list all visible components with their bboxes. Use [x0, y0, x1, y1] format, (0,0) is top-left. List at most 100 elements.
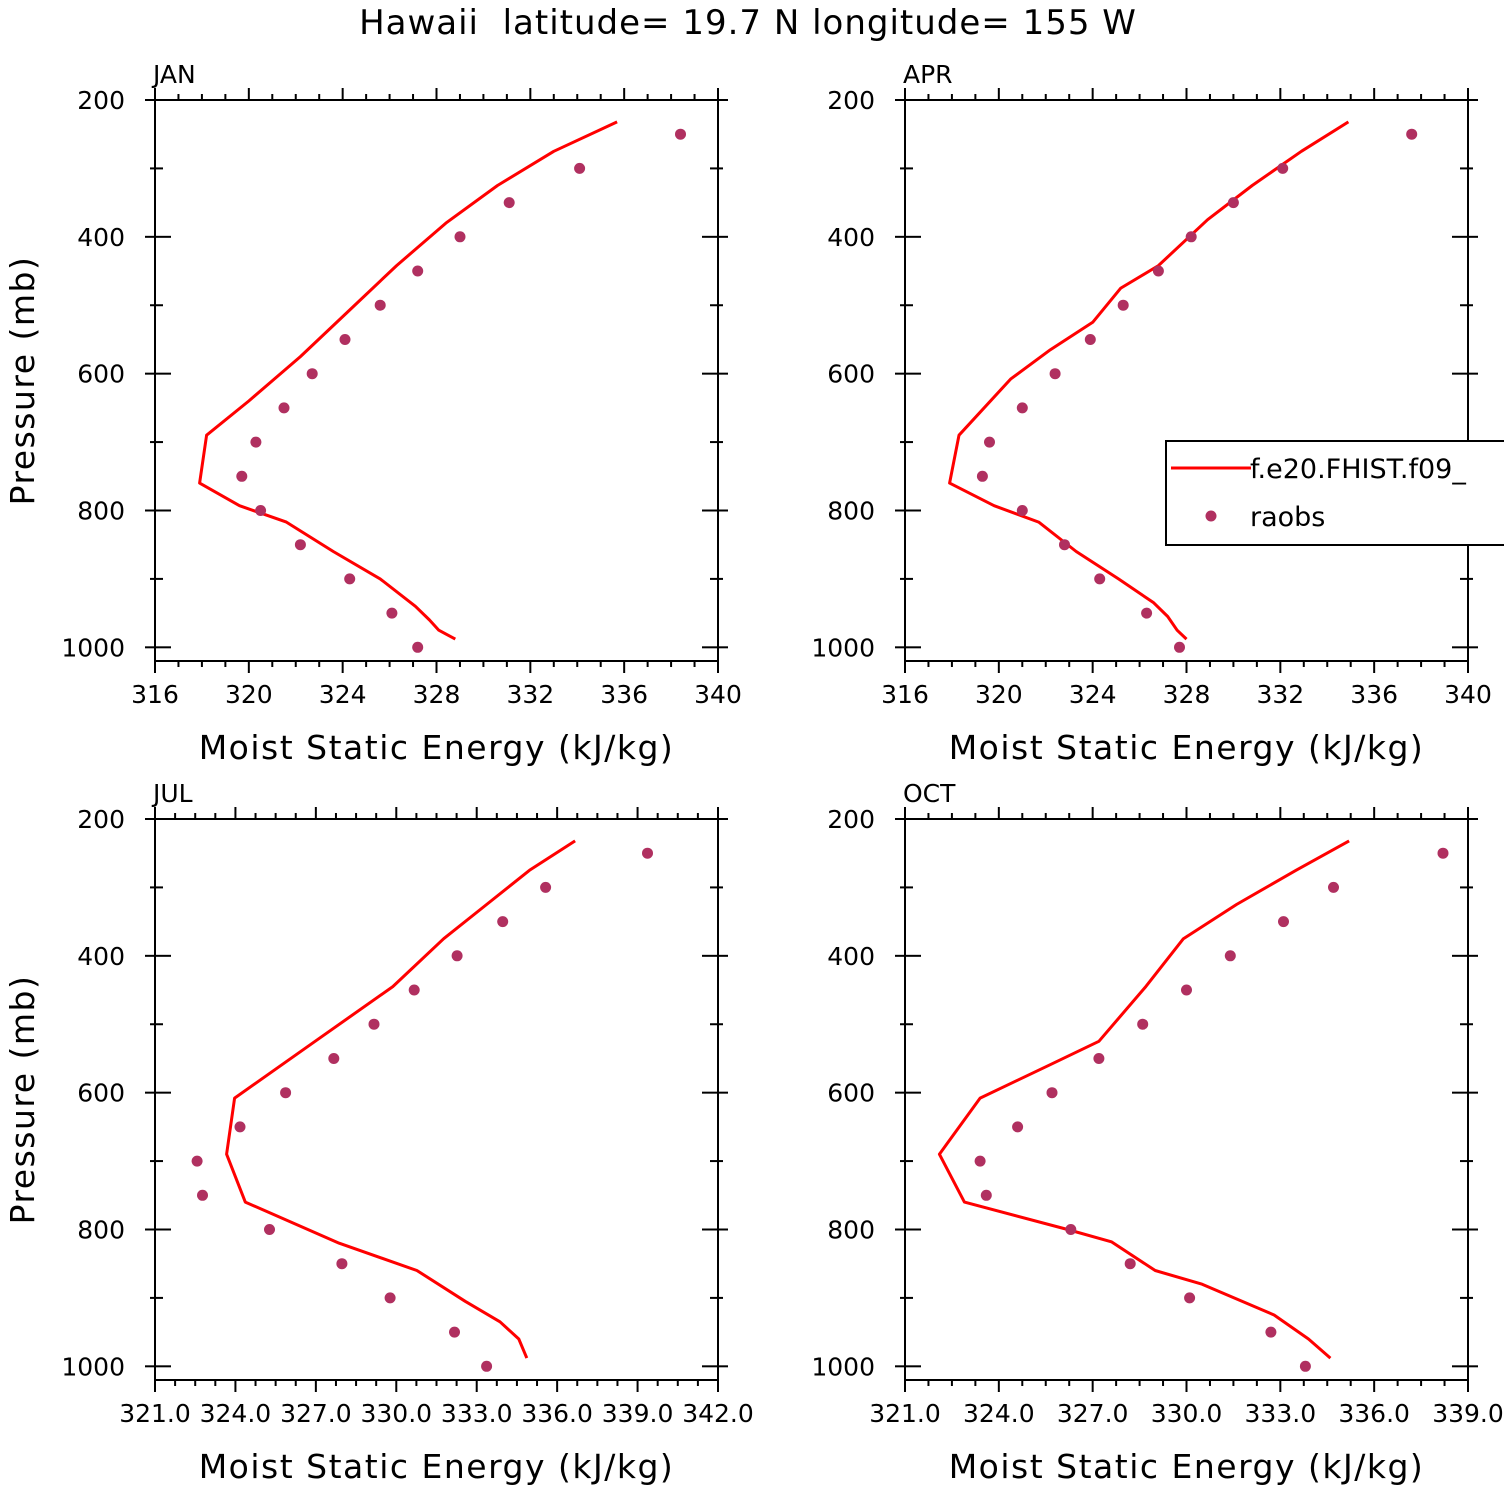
model-line-oct: [937, 839, 1350, 1360]
obs-point-jan: [344, 573, 356, 585]
obs-point-oct: [1137, 1018, 1149, 1030]
y-tick-label-jul: 600: [77, 1079, 125, 1108]
obs-point-oct: [1437, 847, 1449, 859]
x-tick-label-jan: 316: [131, 680, 179, 709]
obs-point-jul: [368, 1018, 380, 1030]
y-axis-label-jan: Pressure (mb): [3, 256, 42, 506]
y-tick-label-apr: 400: [827, 223, 875, 252]
x-tick-label-jan: 336: [600, 680, 648, 709]
panel-label-jan: JAN: [151, 60, 196, 89]
x-tick-label-jan: 320: [225, 680, 273, 709]
obs-point-oct: [1012, 1121, 1024, 1133]
y-tick-label-apr: 800: [827, 496, 875, 525]
y-tick-label-jan: 200: [77, 86, 125, 115]
obs-point-jul: [280, 1087, 292, 1099]
obs-point-oct: [1328, 881, 1339, 893]
y-tick-label-jan: 400: [77, 223, 125, 252]
x-tick-label-oct: 339.0: [1432, 1399, 1504, 1428]
obs-point-jan: [412, 641, 424, 653]
x-tick-label-jul: 339.0: [602, 1399, 674, 1428]
obs-point-jul: [234, 1121, 246, 1133]
y-tick-label-oct: 600: [827, 1079, 875, 1108]
obs-point-apr: [1406, 128, 1418, 140]
x-tick-label-jul: 327.0: [280, 1399, 352, 1428]
obs-point-apr: [1185, 231, 1197, 243]
x-tick-label-oct: 321.0: [869, 1399, 941, 1428]
x-axis-label-jan: Moist Static Energy (kJ/kg): [199, 728, 675, 767]
x-axis-label-jul: Moist Static Energy (kJ/kg): [199, 1447, 675, 1486]
obs-point-jan: [250, 436, 262, 448]
x-tick-label-oct: 327.0: [1057, 1399, 1129, 1428]
obs-point-jul: [384, 1292, 396, 1304]
x-tick-label-jul: 321.0: [119, 1399, 191, 1428]
x-tick-label-jul: 336.0: [521, 1399, 593, 1428]
obs-point-apr: [1174, 641, 1185, 653]
x-tick-label-apr: 316: [881, 680, 929, 709]
obs-point-jan: [503, 197, 515, 209]
y-tick-label-oct: 400: [827, 942, 875, 971]
x-tick-label-apr: 320: [975, 680, 1023, 709]
x-tick-label-jan: 324: [319, 680, 367, 709]
obs-point-oct: [1278, 916, 1289, 928]
obs-point-oct: [1224, 950, 1236, 962]
x-tick-label-oct: 324.0: [963, 1399, 1035, 1428]
obs-point-apr: [1049, 368, 1061, 380]
obs-point-jan: [374, 299, 386, 311]
x-tick-label-jul: 342.0: [682, 1399, 754, 1428]
panel-jul: JUL 321.0 324.0 327.0 330.0 333.0 336.0 339.0 34…: [3, 779, 754, 1486]
model-line-apr: [948, 120, 1350, 641]
obs-point-apr: [976, 470, 988, 482]
obs-point-jan: [412, 265, 424, 277]
x-tick-label-oct: 336.0: [1338, 1399, 1410, 1428]
obs-point-jul: [642, 847, 653, 859]
legend-obs-label: raobs: [1250, 502, 1325, 533]
plot-frame-jul: [154, 818, 719, 1381]
obs-point-apr: [1016, 505, 1028, 516]
obs-point-jan: [294, 539, 306, 551]
obs-point-oct: [1124, 1258, 1136, 1270]
obs-point-oct: [980, 1189, 992, 1201]
x-tick-label-jan: 340: [694, 680, 742, 709]
legend-model-label: f.e20.FHIST.f09_: [1250, 454, 1466, 485]
figure-title: Hawaii latitude= 19.7 N longitude= 155 W: [359, 3, 1137, 43]
obs-point-jan: [574, 162, 586, 174]
obs-point-oct: [974, 1155, 986, 1167]
y-tick-label-apr: 1000: [811, 633, 875, 662]
x-tick-label-jul: 324.0: [200, 1399, 272, 1428]
obs-point-jul: [481, 1360, 493, 1372]
obs-point-jan: [386, 607, 398, 619]
obs-point-apr: [1277, 162, 1289, 174]
y-tick-label-jul: 800: [77, 1215, 125, 1244]
y-tick-label-jan: 600: [77, 360, 125, 389]
obs-point-apr: [1094, 573, 1106, 585]
obs-point-apr: [1016, 402, 1028, 414]
obs-point-jul: [497, 916, 509, 928]
obs-point-jul: [449, 1326, 460, 1338]
model-line-jul: [225, 839, 576, 1359]
panel-oct: OCT 321.0 324.0 327.0 330.0 333.0 336.0 339.0 20…: [811, 779, 1503, 1486]
y-tick-label-oct: 800: [827, 1215, 875, 1244]
legend: f.e20.FHIST.f09_ raobs: [1165, 440, 1504, 546]
obs-point-jul: [264, 1224, 275, 1235]
obs-point-oct: [1184, 1292, 1196, 1304]
y-tick-label-jul: 400: [77, 942, 125, 971]
legend-box: [1165, 440, 1504, 546]
obs-point-jul: [328, 1053, 340, 1064]
obs-point-jan: [454, 231, 466, 243]
x-tick-label-oct: 330.0: [1151, 1399, 1223, 1428]
obs-point-jul: [191, 1155, 203, 1167]
x-tick-label-apr: 328: [1163, 680, 1211, 709]
x-tick-label-apr: 332: [1256, 680, 1304, 709]
y-tick-label-jul: 200: [77, 805, 125, 834]
model-line-jan: [198, 120, 618, 641]
obs-point-oct: [1093, 1053, 1105, 1064]
x-tick-label-jan: 328: [413, 680, 461, 709]
plot-frame-apr: [904, 99, 1469, 662]
panel-label-oct: OCT: [903, 779, 956, 808]
obs-point-jul: [336, 1258, 348, 1270]
obs-point-jul: [451, 950, 463, 962]
obs-point-jul: [408, 984, 420, 996]
legend-obs-swatch: [1205, 510, 1217, 522]
x-tick-label-jan: 332: [506, 680, 554, 709]
